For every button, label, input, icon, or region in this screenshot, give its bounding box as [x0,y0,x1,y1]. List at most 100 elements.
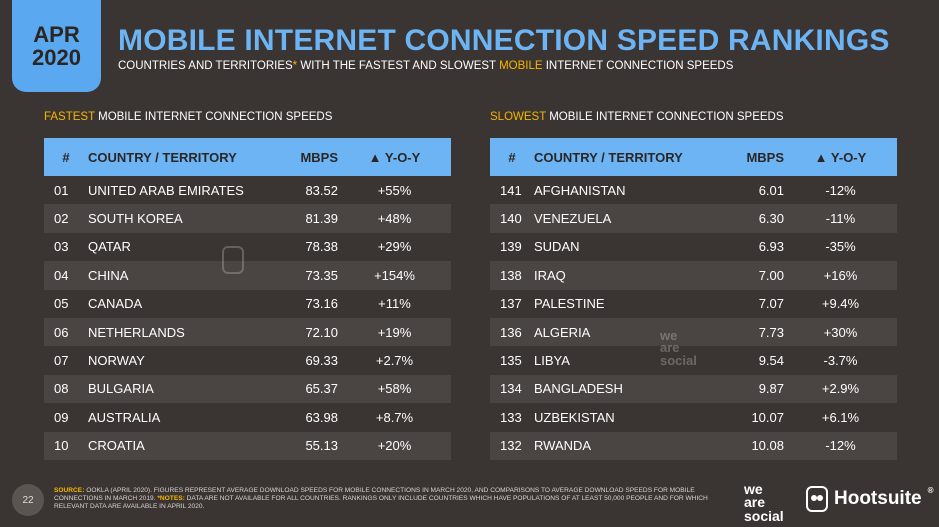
col-country: COUNTRY / TERRITORY [534,149,683,165]
hootsuite-owl-icon [806,486,828,512]
country-cell: UZBEKISTAN [534,409,615,425]
rank-cell: 141 [500,182,522,198]
mbps-cell: 83.52 [305,182,338,198]
mbps-cell: 6.93 [758,239,784,255]
table-header-row: # COUNTRY / TERRITORY MBPS ▲ Y-O-Y [490,138,897,176]
yoy-cell: +6.1% [821,409,860,425]
rank-cell: 05 [54,296,69,312]
table-row: 140 VENEZUELA 6.30 -11% [490,204,897,233]
country-cell: PALESTINE [534,296,605,312]
yoy-cell: -35% [825,239,856,255]
col-yoy: ▲ Y-O-Y [368,149,421,165]
table-row: 137 PALESTINE 7.07 +9.4% [490,290,897,318]
slowest-table: # COUNTRY / TERRITORY MBPS ▲ Y-O-Y 141 AF… [490,138,897,460]
owl-watermark-icon [222,246,244,274]
yoy-cell: +16% [823,267,858,283]
country-cell: SUDAN [534,239,580,255]
mbps-cell: 81.39 [305,211,338,227]
yoy-cell: +2.9% [821,381,860,397]
yoy-cell: -11% [825,211,856,227]
yoy-cell: +154% [374,267,415,283]
yoy-cell: +11% [378,296,411,312]
col-rank: # [62,149,70,165]
yoy-cell: +9.4% [821,296,860,312]
yoy-cell: -12% [825,438,856,454]
col-yoy: ▲ Y-O-Y [814,149,867,165]
rank-cell: 134 [500,381,522,397]
yoy-cell: -12% [825,182,856,198]
mbps-cell: 7.00 [758,267,784,283]
we-are-social-watermark: we are social [660,328,697,368]
date-badge: APR 2020 [12,0,101,92]
country-cell: UNITED ARAB EMIRATES [88,182,244,198]
rank-cell: 133 [500,409,522,425]
country-cell: CROATIA [88,438,145,454]
mbps-cell: 9.87 [758,381,784,397]
badge-month: APR [33,21,80,47]
rank-cell: 135 [500,353,522,369]
page-number: 22 [12,484,44,516]
rank-cell: 137 [500,296,522,312]
country-cell: AFGHANISTAN [534,182,626,198]
col-country: COUNTRY / TERRITORY [88,149,237,165]
country-cell: LIBYA [534,353,570,369]
table-row: 01 UNITED ARAB EMIRATES 83.52 +55% [44,176,451,204]
hootsuite-logo: Hootsuite ® [806,486,934,512]
rank-cell: 132 [500,438,522,454]
rank-cell: 08 [54,381,69,397]
rank-cell: 09 [54,409,69,425]
mbps-cell: 7.07 [758,296,784,312]
badge-year: 2020 [32,45,81,70]
rank-cell: 04 [54,267,69,283]
rank-cell: 02 [54,211,69,227]
yoy-cell: +8.7% [375,409,414,425]
table-row: 139 SUDAN 6.93 -35% [490,233,897,261]
mbps-cell: 63.98 [305,409,338,425]
country-cell: NORWAY [88,353,145,369]
mbps-cell: 6.30 [758,211,784,227]
table-row: 132 RWANDA 10.08 -12% [490,431,897,460]
country-cell: BULGARIA [88,381,154,397]
mbps-cell: 72.10 [305,324,338,340]
table-row: 135 LIBYA 9.54 -3.7% [490,346,897,374]
country-cell: IRAQ [534,267,566,283]
rank-cell: 10 [54,438,69,454]
rank-cell: 136 [500,324,522,340]
mbps-cell: 65.37 [305,381,338,397]
slowest-heading: SLOWEST MOBILE INTERNET CONNECTION SPEED… [490,111,784,123]
country-cell: VENEZUELA [534,211,612,227]
source-note: SOURCE: OOKLA (APRIL 2020). FIGURES REPR… [54,487,708,511]
table-row: 136 ALGERIA 7.73 +30% [490,317,897,347]
table-row: 03 QATAR 78.38 +29% [44,233,451,261]
table-row: 141 AFGHANISTAN 6.01 -12% [490,176,897,204]
table-row: 134 BANGLADESH 9.87 +2.9% [490,374,897,404]
mbps-cell: 9.54 [758,353,784,369]
yoy-cell: -3.7% [823,353,858,369]
rank-cell: 03 [54,239,69,255]
fastest-table: # COUNTRY / TERRITORY MBPS ▲ Y-O-Y 01 UNI… [44,138,451,460]
rank-cell: 138 [500,267,522,283]
country-cell: QATAR [88,239,131,255]
table-row: 05 CANADA 73.16 +11% [44,290,451,318]
rank-cell: 01 [54,182,69,198]
rank-cell: 139 [500,239,522,255]
yoy-cell: +29% [377,239,412,255]
mbps-cell: 7.73 [758,324,784,340]
mbps-cell: 78.38 [305,239,338,255]
table-row: 08 BULGARIA 65.37 +58% [44,374,451,404]
mbps-cell: 10.07 [751,409,784,425]
col-rank: # [508,149,516,165]
table-header-row: # COUNTRY / TERRITORY MBPS ▲ Y-O-Y [44,138,451,176]
yoy-cell: +19% [377,324,412,340]
rank-cell: 140 [500,211,522,227]
mbps-cell: 69.33 [305,353,338,369]
mbps-cell: 10.08 [751,438,784,454]
table-row: 02 SOUTH KOREA 81.39 +48% [44,204,451,233]
yoy-cell: +2.7% [375,353,414,369]
table-row: 10 CROATIA 55.13 +20% [44,431,451,460]
table-row: 138 IRAQ 7.00 +16% [490,261,897,290]
yoy-cell: +55% [377,182,412,198]
table-row: 133 UZBEKISTAN 10.07 +6.1% [490,403,897,431]
col-mbps: MBPS [300,149,338,165]
mbps-cell: 55.13 [305,438,338,454]
